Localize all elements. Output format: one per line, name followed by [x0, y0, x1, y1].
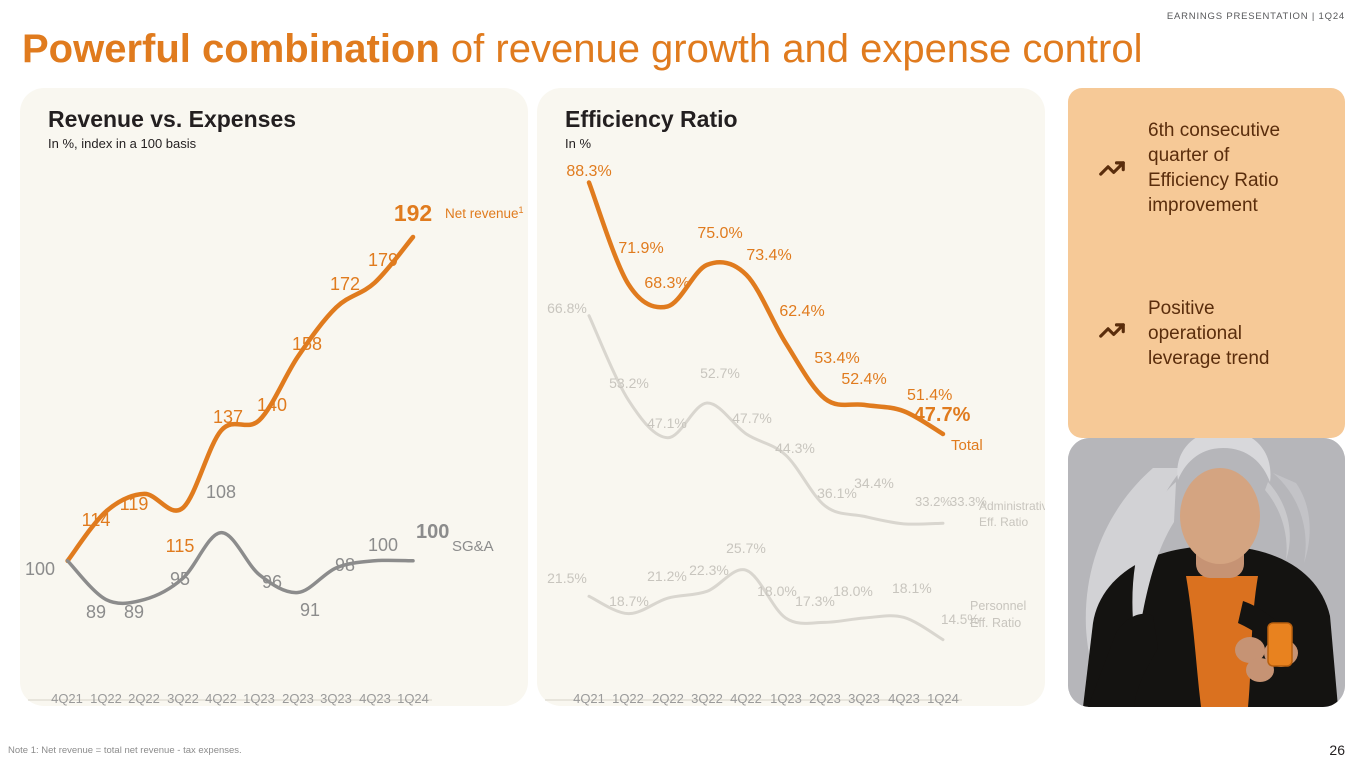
- svg-text:21.2%: 21.2%: [647, 568, 687, 584]
- svg-text:34.4%: 34.4%: [854, 475, 894, 491]
- svg-text:1Q22: 1Q22: [90, 691, 122, 706]
- svg-text:4Q22: 4Q22: [730, 691, 762, 706]
- svg-text:2Q23: 2Q23: [282, 691, 314, 706]
- svg-text:179: 179: [368, 250, 398, 270]
- svg-text:4Q22: 4Q22: [205, 691, 237, 706]
- svg-text:52.4%: 52.4%: [841, 371, 886, 388]
- svg-text:17.3%: 17.3%: [795, 593, 835, 609]
- svg-text:53.4%: 53.4%: [814, 350, 859, 367]
- svg-text:4Q23: 4Q23: [359, 691, 391, 706]
- svg-text:3Q23: 3Q23: [320, 691, 352, 706]
- svg-text:62.4%: 62.4%: [779, 303, 824, 320]
- svg-text:114: 114: [82, 510, 111, 530]
- svg-text:2Q22: 2Q22: [128, 691, 160, 706]
- svg-text:100: 100: [25, 559, 55, 579]
- svg-text:Total: Total: [951, 437, 983, 454]
- svg-text:172: 172: [330, 274, 360, 294]
- svg-text:18.1%: 18.1%: [892, 580, 932, 596]
- svg-text:18.0%: 18.0%: [757, 583, 797, 599]
- svg-text:18.7%: 18.7%: [609, 593, 649, 609]
- svg-text:44.3%: 44.3%: [775, 440, 815, 456]
- svg-text:Eff. Ratio: Eff. Ratio: [970, 616, 1021, 630]
- svg-text:1Q23: 1Q23: [770, 691, 802, 706]
- svg-text:100: 100: [368, 535, 398, 555]
- svg-text:4Q21: 4Q21: [573, 691, 605, 706]
- svg-text:Administrative: Administrative: [979, 499, 1045, 513]
- svg-text:53.2%: 53.2%: [609, 375, 649, 391]
- svg-text:18.0%: 18.0%: [833, 583, 873, 599]
- svg-text:1Q22: 1Q22: [612, 691, 644, 706]
- svg-text:51.4%: 51.4%: [907, 387, 952, 404]
- svg-text:75.0%: 75.0%: [697, 225, 742, 242]
- svg-text:33.2%: 33.2%: [915, 494, 952, 509]
- svg-text:158: 158: [292, 334, 322, 354]
- svg-text:140: 140: [257, 395, 287, 415]
- svg-text:SG&A: SG&A: [452, 538, 494, 555]
- svg-text:47.1%: 47.1%: [647, 415, 687, 431]
- svg-text:1Q24: 1Q24: [397, 691, 429, 706]
- svg-text:108: 108: [206, 482, 236, 502]
- svg-text:137: 137: [213, 407, 243, 427]
- svg-text:2Q23: 2Q23: [809, 691, 841, 706]
- svg-text:4Q21: 4Q21: [51, 691, 83, 706]
- svg-text:Personnel: Personnel: [970, 599, 1026, 613]
- svg-text:95: 95: [170, 569, 190, 589]
- svg-text:3Q22: 3Q22: [167, 691, 199, 706]
- svg-text:52.7%: 52.7%: [700, 365, 740, 381]
- svg-text:Eff. Ratio: Eff. Ratio: [979, 515, 1028, 529]
- svg-text:96: 96: [262, 572, 282, 592]
- svg-text:2Q22: 2Q22: [652, 691, 684, 706]
- svg-text:1Q24: 1Q24: [927, 691, 959, 706]
- svg-text:66.8%: 66.8%: [547, 300, 587, 316]
- svg-text:89: 89: [124, 602, 144, 622]
- svg-text:3Q23: 3Q23: [848, 691, 880, 706]
- svg-text:3Q22: 3Q22: [691, 691, 723, 706]
- svg-text:21.5%: 21.5%: [547, 570, 587, 586]
- svg-text:98: 98: [335, 555, 355, 575]
- svg-text:68.3%: 68.3%: [644, 275, 689, 292]
- svg-text:88.3%: 88.3%: [566, 163, 611, 180]
- svg-text:91: 91: [300, 600, 320, 620]
- svg-text:25.7%: 25.7%: [726, 540, 766, 556]
- svg-text:1Q23: 1Q23: [243, 691, 275, 706]
- svg-text:100: 100: [416, 521, 449, 543]
- svg-text:47.7%: 47.7%: [914, 404, 971, 426]
- svg-text:71.9%: 71.9%: [618, 240, 663, 257]
- svg-text:47.7%: 47.7%: [732, 410, 772, 426]
- svg-text:89: 89: [86, 602, 106, 622]
- svg-text:Net revenue1: Net revenue1: [445, 205, 524, 221]
- svg-text:36.1%: 36.1%: [817, 485, 857, 501]
- svg-text:115: 115: [166, 536, 195, 556]
- svg-text:119: 119: [120, 494, 149, 514]
- svg-text:4Q23: 4Q23: [888, 691, 920, 706]
- svg-text:192: 192: [394, 200, 432, 226]
- svg-text:22.3%: 22.3%: [689, 562, 729, 578]
- svg-text:73.4%: 73.4%: [746, 247, 791, 264]
